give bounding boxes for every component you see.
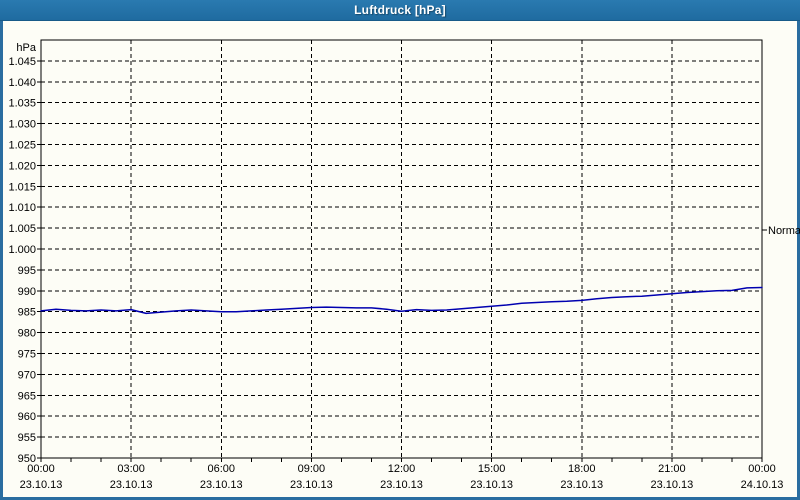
y-tick-label: 1.000 (8, 244, 36, 256)
x-tick-time-label: 06:00 (207, 463, 235, 475)
y-tick-label: 1.025 (8, 140, 36, 152)
y-tick-label: 985 (18, 307, 36, 319)
window-title: Luftdruck [hPa] (354, 3, 446, 17)
y-tick-label: 955 (18, 432, 36, 444)
normal-marker-label: Normal (768, 225, 800, 237)
x-tick-time-label: 09:00 (298, 463, 326, 475)
x-tick-time-label: 15:00 (478, 463, 506, 475)
x-tick-date-label: 23.10.13 (20, 479, 63, 491)
x-tick-date-label: 23.10.13 (380, 479, 423, 491)
x-tick-time-label: 00:00 (27, 463, 55, 475)
y-tick-label: 1.020 (8, 160, 36, 172)
chart-content-area (3, 21, 797, 497)
y-tick-label: 1.035 (8, 98, 36, 110)
y-tick-label: 960 (18, 411, 36, 423)
x-tick-date-label: 23.10.13 (650, 479, 693, 491)
y-axis-unit-label: hPa (16, 42, 36, 54)
window-titlebar: Luftdruck [hPa] (0, 0, 800, 21)
y-tick-label: 1.010 (8, 202, 36, 214)
x-tick-date-label: 24.10.13 (741, 479, 784, 491)
y-tick-label: 980 (18, 328, 36, 340)
x-tick-date-label: 23.10.13 (200, 479, 243, 491)
y-tick-label: 995 (18, 265, 36, 277)
y-tick-label: 1.015 (8, 181, 36, 193)
y-tick-label: 965 (18, 390, 36, 402)
y-tick-label: 950 (18, 453, 36, 465)
x-tick-date-label: 23.10.13 (110, 479, 153, 491)
y-tick-label: 975 (18, 349, 36, 361)
y-tick-label: 1.045 (8, 56, 36, 68)
x-tick-date-label: 23.10.13 (290, 479, 333, 491)
x-tick-date-label: 23.10.13 (560, 479, 603, 491)
x-tick-time-label: 03:00 (117, 463, 145, 475)
y-tick-label: 990 (18, 286, 36, 298)
x-tick-time-label: 18:00 (568, 463, 596, 475)
y-tick-label: 970 (18, 369, 36, 381)
x-tick-time-label: 12:00 (388, 463, 416, 475)
x-tick-date-label: 23.10.13 (470, 479, 513, 491)
pressure-series-line (40, 286, 763, 315)
x-tick-time-label: 21:00 (658, 463, 686, 475)
y-tick-label: 1.005 (8, 223, 36, 235)
y-tick-label: 1.040 (8, 77, 36, 89)
y-tick-label: 1.030 (8, 119, 36, 131)
plot-frame (40, 39, 763, 459)
x-tick-time-label: 00:00 (748, 463, 776, 475)
